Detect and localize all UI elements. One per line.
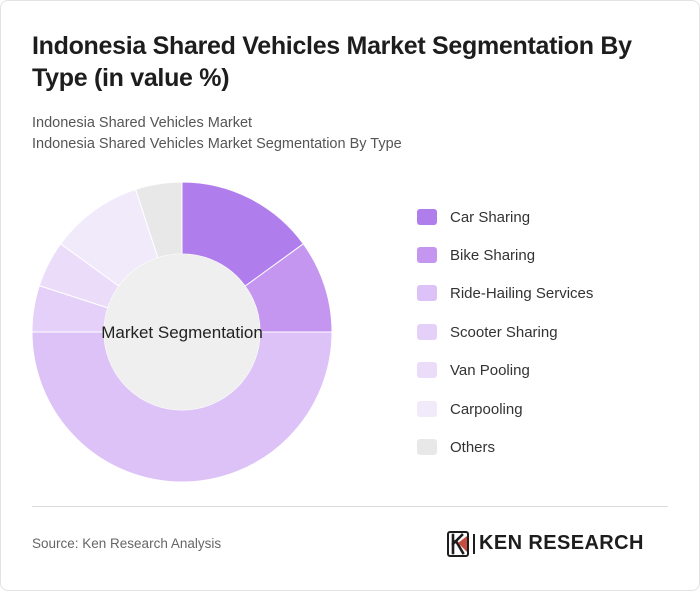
legend-item-carpooling[interactable]: Carpooling [417, 398, 523, 420]
legend-swatch-others [417, 439, 437, 455]
legend-label: Van Pooling [450, 361, 530, 379]
ken-research-logo: KEN RESEARCH [447, 530, 669, 558]
chart-subtitle-market: Indonesia Shared Vehicles Market [32, 115, 253, 131]
legend-swatch-bike-sharing [417, 247, 437, 263]
source-note: Source: Ken Research Analysis [32, 536, 222, 551]
legend-item-others[interactable]: Others [417, 436, 495, 458]
footer-divider [32, 506, 668, 507]
legend-label: Car Sharing [450, 208, 531, 226]
donut-chart: Market Segmentation [31, 181, 333, 483]
legend-label: Scooter Sharing [450, 323, 558, 341]
legend-swatch-car-sharing [417, 209, 437, 225]
legend-swatch-van-pooling [417, 362, 437, 378]
legend-item-bike-sharing[interactable]: Bike Sharing [417, 244, 535, 266]
legend-item-car-sharing[interactable]: Car Sharing [417, 206, 530, 228]
legend-label: Bike Sharing [450, 246, 536, 264]
legend-label: Others [450, 438, 496, 456]
legend-swatch-carpooling [417, 401, 437, 417]
donut-hole [104, 254, 260, 410]
legend-item-van-pooling[interactable]: Van Pooling [417, 359, 530, 381]
legend-item-scooter-sharing[interactable]: Scooter Sharing [417, 321, 558, 343]
legend-label: Ride-Hailing Services [450, 284, 594, 302]
donut-slices [31, 181, 333, 483]
legend-item-ride-hailing[interactable]: Ride-Hailing Services [417, 282, 593, 304]
ken-research-logo-icon [447, 531, 469, 557]
chart-title: Indonesia Shared Vehicles Market Segment… [32, 32, 632, 92]
legend-label: Carpooling [450, 400, 523, 418]
donut-center-label: Market Segmentation [101, 323, 263, 342]
legend-swatch-scooter-sharing [417, 324, 437, 340]
logo-separator [473, 534, 475, 554]
chart-subtitle-segmentation: Indonesia Shared Vehicles Market Segment… [32, 136, 402, 152]
logo-text: KEN RESEARCH [479, 532, 644, 554]
legend-swatch-ride-hailing [417, 285, 437, 301]
